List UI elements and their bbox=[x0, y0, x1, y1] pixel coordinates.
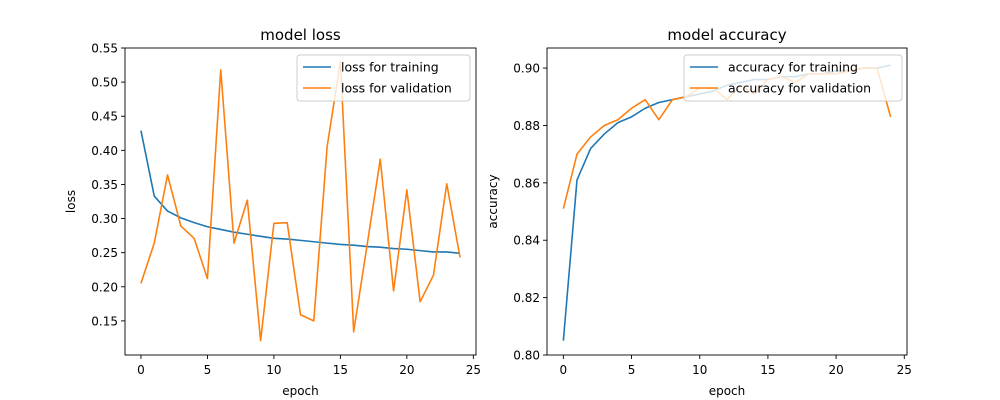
y-tick-label: 0.82 bbox=[513, 291, 540, 305]
legend-label: loss for validation bbox=[341, 81, 452, 96]
axes-frame bbox=[546, 47, 908, 356]
legend: loss for training loss for validation bbox=[296, 54, 471, 102]
y-tick-label: 0.50 bbox=[91, 76, 118, 90]
y-tick-label: 0.45 bbox=[91, 110, 118, 124]
x-tick-label: 0 bbox=[137, 363, 145, 377]
x-tick-label: 0 bbox=[560, 363, 568, 377]
x-tick-label: 15 bbox=[760, 363, 775, 377]
legend-label: accuracy for training bbox=[728, 60, 858, 75]
x-tick-label: 25 bbox=[466, 363, 481, 377]
y-tick-label: 0.80 bbox=[513, 349, 540, 363]
series-line-0 bbox=[140, 130, 461, 255]
x-tick-label: 5 bbox=[204, 363, 212, 377]
x-axis-label: epoch bbox=[709, 384, 746, 398]
y-axis-label: loss bbox=[64, 190, 78, 213]
x-axis-label: epoch bbox=[282, 384, 319, 398]
y-tick-label: 0.15 bbox=[91, 314, 118, 328]
x-tick-label: 20 bbox=[399, 363, 414, 377]
y-tick-label: 0.90 bbox=[513, 62, 540, 76]
chart-title: model loss bbox=[260, 26, 341, 44]
legend-label: loss for training bbox=[341, 60, 439, 75]
legend: accuracy for training accuracy for valida… bbox=[683, 54, 903, 102]
y-axis-label: accuracy bbox=[486, 174, 500, 228]
y-tick-label: 0.86 bbox=[513, 176, 540, 190]
y-tick-label: 0.30 bbox=[91, 212, 118, 226]
y-tick-label: 0.84 bbox=[513, 234, 540, 248]
y-tick-label: 0.35 bbox=[91, 178, 118, 192]
series-line-1 bbox=[140, 60, 461, 342]
accuracy-chart: 0 5 10 15 20 25 0.80 0.82 0.84 0.86 0.88 0.90 model … bbox=[486, 26, 912, 398]
legend-box bbox=[296, 54, 471, 102]
loss-chart: 0 5 10 15 20 25 0.15 0.20 0.25 0.30 0.35 0.40 0.45 0.… bbox=[64, 26, 481, 398]
y-tick-label: 0.88 bbox=[513, 119, 540, 133]
y-tick-label: 0.55 bbox=[91, 42, 118, 56]
chart-title: model accuracy bbox=[667, 26, 786, 44]
y-tick-label: 0.40 bbox=[91, 144, 118, 158]
x-tick-label: 20 bbox=[828, 363, 843, 377]
x-tick-label: 10 bbox=[692, 363, 707, 377]
x-tick-label: 25 bbox=[897, 363, 912, 377]
x-tick-label: 10 bbox=[266, 363, 281, 377]
x-tick-label: 15 bbox=[333, 363, 348, 377]
x-tick-label: 5 bbox=[628, 363, 636, 377]
axes-frame bbox=[124, 47, 477, 356]
series-line-0 bbox=[562, 64, 891, 341]
legend-box bbox=[683, 54, 903, 102]
y-tick-label: 0.25 bbox=[91, 246, 118, 260]
y-tick-label: 0.20 bbox=[91, 280, 118, 294]
legend-label: accuracy for validation bbox=[728, 81, 871, 96]
